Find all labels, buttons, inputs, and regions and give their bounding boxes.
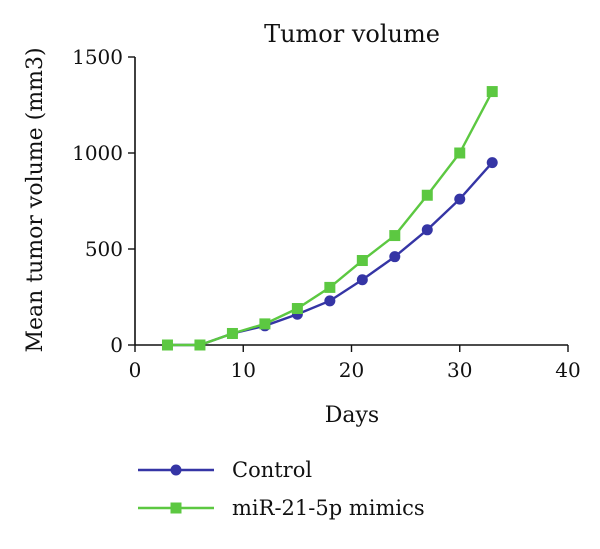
- data-point-mir-21-5p-mimics: [226, 327, 238, 339]
- x-tick-label: 40: [555, 358, 580, 382]
- series-line-mir-21-5p-mimics: [167, 90, 494, 347]
- x-tick-label: 10: [231, 358, 256, 382]
- data-point-control: [389, 251, 401, 263]
- data-point-mir-21-5p-mimics: [259, 318, 271, 330]
- data-point-mir-21-5p-mimics: [194, 339, 206, 351]
- plot-series: [161, 86, 498, 351]
- legend-marker: [170, 502, 182, 514]
- x-axis-label: Days: [325, 403, 379, 428]
- data-point-control: [454, 193, 466, 205]
- legend-label: miR-21-5p mimics: [232, 496, 425, 520]
- series-line-control: [167, 161, 494, 347]
- axes: 0 500 1000 1500 0 10 20 30 40: [72, 45, 581, 382]
- y-tick-label: 0: [110, 333, 123, 357]
- data-point-mir-21-5p-mimics: [356, 255, 368, 267]
- data-point-mir-21-5p-mimics: [389, 230, 401, 242]
- data-point-control: [324, 295, 336, 307]
- x-tick-label: 20: [339, 358, 364, 382]
- legend-item-control: Control: [138, 458, 312, 482]
- series-mir-21-5p-mimics: [161, 86, 498, 351]
- x-tick-label: 0: [129, 358, 142, 382]
- y-tick-label: 500: [85, 237, 123, 261]
- data-point-control: [421, 224, 433, 236]
- x-tick-label: 30: [447, 358, 472, 382]
- data-point-mir-21-5p-mimics: [421, 189, 433, 201]
- data-point-control: [356, 274, 368, 286]
- data-point-mir-21-5p-mimics: [161, 339, 173, 351]
- legend: Control miR-21-5p mimics: [138, 458, 425, 520]
- data-point-mir-21-5p-mimics: [324, 281, 336, 293]
- series-control: [161, 157, 498, 351]
- y-axis-label: Mean tumor volume (mm3): [23, 47, 48, 352]
- y-tick-label: 1500: [72, 45, 123, 69]
- data-point-mir-21-5p-mimics: [291, 303, 303, 315]
- data-point-mir-21-5p-mimics: [454, 147, 466, 159]
- chart-title: Tumor volume: [264, 20, 440, 48]
- y-tick-label: 1000: [72, 141, 123, 165]
- legend-item-mir-21-5p-mimics: miR-21-5p mimics: [138, 496, 425, 520]
- legend-marker: [170, 464, 182, 476]
- data-point-mir-21-5p-mimics: [486, 86, 498, 98]
- legend-label: Control: [232, 458, 312, 482]
- data-point-control: [486, 157, 498, 169]
